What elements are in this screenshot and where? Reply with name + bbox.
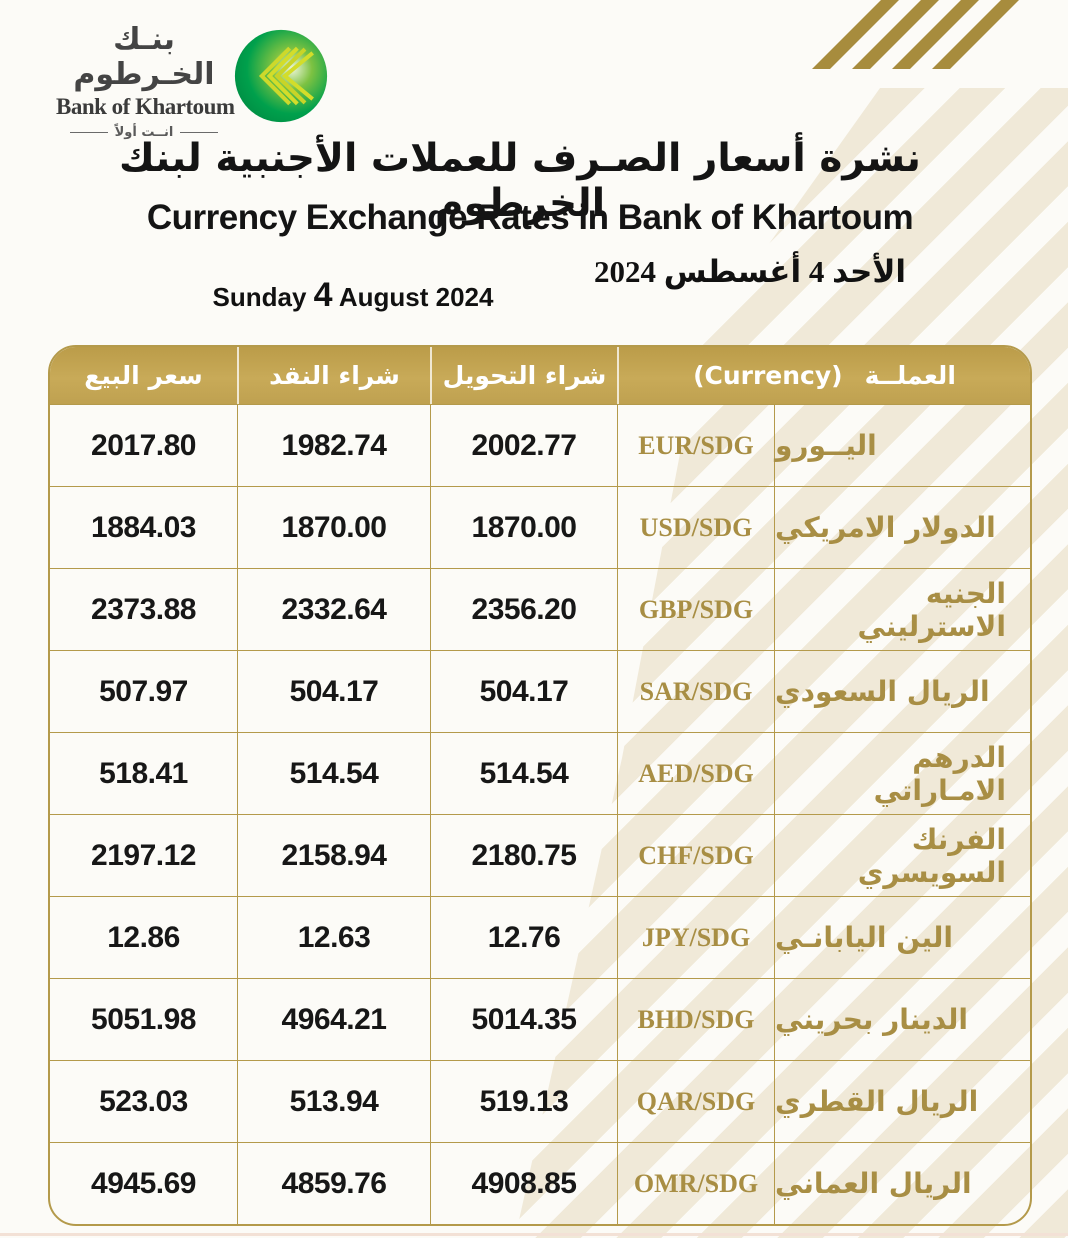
currency-name-cell: الريال العماني — [774, 1143, 1030, 1224]
sell-price-cell: 4945.69 — [91, 1166, 196, 1200]
currency-code-cell: AED/SDG — [617, 733, 774, 814]
date-month-year: August 2024 — [338, 282, 494, 312]
currency-code-cell: BHD/SDG — [617, 979, 774, 1060]
currency-code-cell: OMR/SDG — [617, 1143, 774, 1224]
table-row-bhd: 5051.98 4964.21 5014.35 BHD/SDG الدينار … — [50, 978, 1030, 1060]
currency-name-cell: الدولار الامريكي — [774, 487, 1030, 568]
bank-logo-globe-icon — [233, 28, 329, 124]
currency-code-cell: GBP/SDG — [617, 569, 774, 650]
transfer-buy-cell: 2180.75 — [430, 815, 617, 896]
table-row-gbp: 2373.88 2332.64 2356.20 GBP/SDG الجنيه ا… — [50, 568, 1030, 650]
sell-price-cell: 523.03 — [99, 1084, 188, 1118]
bulletin-title-arabic: نشرة أسعار الصـرف للعملات الأجنبية لبنك … — [119, 136, 921, 226]
page-bottom-edge — [0, 1233, 1068, 1236]
transfer-buy-cell: 2002.77 — [430, 405, 617, 486]
transfer-buy-cell: 1870.00 — [430, 487, 617, 568]
sell-price-cell: 5051.98 — [91, 1002, 196, 1036]
cash-buy-cell: 504.17 — [237, 651, 430, 732]
currency-name-cell: اليــورو — [774, 405, 1030, 486]
exchange-rates-table: سعر البيع شراء النقد شراء التحويل (Curre… — [48, 345, 1032, 1226]
date-day-number: 4 — [313, 276, 333, 314]
transfer-buy-cell: 519.13 — [430, 1061, 617, 1142]
currency-name-cell: الريال السعودي — [774, 651, 1030, 732]
transfer-buy-cell: 2356.20 — [430, 569, 617, 650]
bank-logo-arabic-calligraphy: بنـك الخـرطوم — [73, 22, 215, 92]
currency-name-cell: الريال القطري — [774, 1061, 1030, 1142]
date-weekday: Sunday — [212, 282, 307, 312]
currency-name-cell: الجنيه الاسترليني — [774, 569, 1030, 650]
currency-code-cell: QAR/SDG — [617, 1061, 774, 1142]
table-row-omr: 4945.69 4859.76 4908.85 OMR/SDG الريال ا… — [50, 1142, 1030, 1224]
currency-name-cell: الفرنك السويسري — [774, 815, 1030, 896]
sell-price-cell: 1884.03 — [91, 510, 196, 544]
bulletin-date-english: Sunday 4 August 2024 — [168, 276, 538, 315]
currency-name-cell: الدينار بحريني — [774, 979, 1030, 1060]
cash-buy-cell: 1982.74 — [237, 405, 430, 486]
cash-buy-cell: 514.54 — [237, 733, 430, 814]
bank-logo-english-name: Bank of Khartoum — [56, 94, 235, 119]
header-sell-price: سعر البيع — [84, 361, 203, 390]
cash-buy-cell: 4964.21 — [237, 979, 430, 1060]
globe-chevron-icon — [234, 29, 328, 123]
bank-logo-tagline: انــت أولاً — [56, 125, 232, 140]
header-currency-english: (Currency) — [693, 361, 843, 390]
tagline-text: انــت أولاً — [114, 125, 174, 140]
transfer-buy-cell: 12.76 — [430, 897, 617, 978]
table-row-qar: 523.03 513.94 519.13 QAR/SDG الريال القط… — [50, 1060, 1030, 1142]
currency-code-cell: CHF/SDG — [617, 815, 774, 896]
currency-code-cell: EUR/SDG — [617, 405, 774, 486]
table-row-chf: 2197.12 2158.94 2180.75 CHF/SDG الفرنك ا… — [50, 814, 1030, 896]
sell-price-cell: 2017.80 — [91, 428, 196, 462]
sell-price-cell: 2197.12 — [91, 838, 196, 872]
bulletin-title-english: Currency Exchange Rates in Bank of Khart… — [146, 198, 914, 237]
table-header-row: سعر البيع شراء النقد شراء التحويل (Curre… — [50, 347, 1030, 404]
sell-price-cell: 507.97 — [99, 674, 188, 708]
bank-logo-text-block: بنـك الخـرطوم Bank of Khartoum انــت أول… — [56, 22, 235, 140]
sell-price-cell: 2373.88 — [91, 592, 196, 626]
transfer-buy-cell: 504.17 — [430, 651, 617, 732]
sell-price-cell: 518.41 — [99, 756, 188, 790]
table-row-jpy: 12.86 12.63 12.76 JPY/SDG الين اليابانـي — [50, 896, 1030, 978]
header-currency: (Currency) العملــة — [617, 347, 1030, 404]
cash-buy-cell: 2158.94 — [237, 815, 430, 896]
cash-buy-cell: 12.63 — [237, 897, 430, 978]
currency-name-cell: الدرهم الامـاراتي — [774, 733, 1030, 814]
tagline-rule-right — [180, 132, 219, 133]
table-row-usd: 1884.03 1870.00 1870.00 USD/SDG الدولار … — [50, 486, 1030, 568]
table-row-sar: 507.97 504.17 504.17 SAR/SDG الريال السع… — [50, 650, 1030, 732]
header-cash-buy: شراء النقد — [237, 347, 430, 404]
table-row-eur: 2017.80 1982.74 2002.77 EUR/SDG اليــورو — [50, 404, 1030, 486]
cash-buy-cell: 4859.76 — [237, 1143, 430, 1224]
header-transfer-buy: شراء التحويل — [430, 347, 617, 404]
cash-buy-cell: 2332.64 — [237, 569, 430, 650]
cash-buy-cell: 1870.00 — [237, 487, 430, 568]
bulletin-date-arabic: الأحد 4 أغسطس 2024 — [593, 254, 907, 289]
currency-name-cell: الين اليابانـي — [774, 897, 1030, 978]
table-row-aed: 518.41 514.54 514.54 AED/SDG الدرهم الام… — [50, 732, 1030, 814]
transfer-buy-cell: 5014.35 — [430, 979, 617, 1060]
cash-buy-cell: 513.94 — [237, 1061, 430, 1142]
currency-code-cell: SAR/SDG — [617, 651, 774, 732]
currency-code-cell: JPY/SDG — [617, 897, 774, 978]
transfer-buy-cell: 4908.85 — [430, 1143, 617, 1224]
transfer-buy-cell: 514.54 — [430, 733, 617, 814]
currency-code-cell: USD/SDG — [617, 487, 774, 568]
header-currency-arabic: العملــة — [864, 361, 956, 390]
sell-price-cell: 12.86 — [107, 920, 180, 954]
tagline-rule-left — [69, 132, 108, 133]
